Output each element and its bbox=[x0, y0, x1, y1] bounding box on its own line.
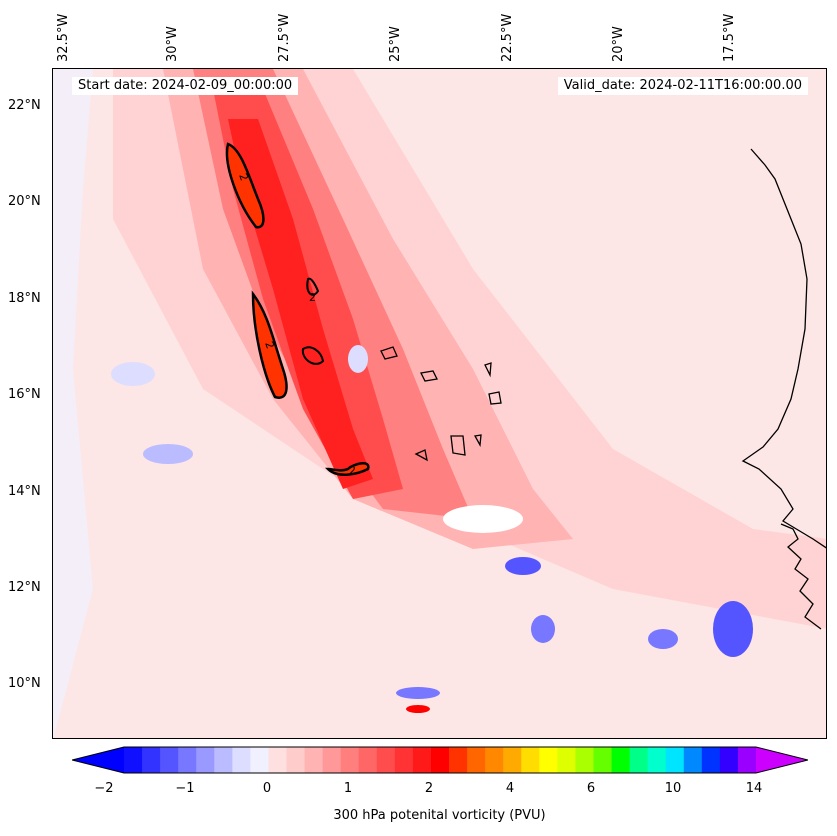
pv-2-contour bbox=[301, 346, 325, 365]
pv-2-contour bbox=[225, 142, 265, 229]
pv-negative-patch bbox=[348, 345, 368, 373]
colorbar-swatch bbox=[250, 747, 269, 773]
colorbar-swatch bbox=[629, 747, 649, 773]
island-outline bbox=[484, 362, 492, 378]
colorbar-swatch bbox=[593, 747, 613, 773]
colorbar-tick-label: −1 bbox=[175, 781, 195, 796]
colorbar-swatch bbox=[376, 747, 396, 773]
colorbar-under-extend bbox=[72, 747, 124, 773]
africa-coastline bbox=[780, 523, 822, 630]
pv-band-peak bbox=[228, 119, 373, 489]
lat-label-10n: 10°N bbox=[8, 676, 41, 691]
pv-negative-patch bbox=[143, 444, 193, 464]
lon-label-27-5w: 27.5°W bbox=[277, 13, 292, 62]
colorbar-swatch bbox=[142, 747, 161, 773]
colorbar-swatch bbox=[611, 747, 631, 773]
lon-label-22-5w: 22.5°W bbox=[500, 13, 515, 62]
pv-2-contour bbox=[306, 277, 320, 296]
pv-negative-patch bbox=[505, 557, 541, 575]
colorbar-outline bbox=[72, 746, 808, 774]
colorbar-over-extend bbox=[756, 747, 808, 773]
colorbar-swatch bbox=[124, 747, 143, 773]
colorbar-swatch bbox=[683, 747, 703, 773]
colorbar-swatch bbox=[196, 747, 215, 773]
colorbar-tick-label: 4 bbox=[505, 781, 515, 796]
colorbar-title: 300 hPa potenital vorticity (PVU) bbox=[333, 808, 546, 823]
colorbar-swatch bbox=[701, 747, 721, 773]
pv-negative-patch bbox=[111, 362, 155, 386]
colorbar-tick-label: 14 bbox=[745, 781, 763, 796]
lon-label-32-5w: 32.5°W bbox=[56, 13, 71, 62]
island-outline bbox=[473, 434, 482, 448]
colorbar-swatch bbox=[340, 747, 360, 773]
colorbar-swatch bbox=[214, 747, 233, 773]
colorbar-tick-label: 1 bbox=[343, 781, 353, 796]
pv-positive-patch bbox=[406, 705, 430, 713]
contour-label: 2 bbox=[309, 291, 316, 304]
pv-contour-map: 2 2 2 2 bbox=[53, 69, 826, 738]
lon-label-17-5w: 17.5°W bbox=[722, 13, 737, 62]
colorbar-tick-label: 0 bbox=[262, 781, 272, 796]
island-outline bbox=[414, 449, 428, 462]
island-outline bbox=[420, 370, 438, 382]
colorbar-swatch bbox=[178, 747, 197, 773]
lon-label-30w: 30°W bbox=[165, 26, 180, 62]
island-outline bbox=[450, 435, 466, 456]
colorbar-swatch bbox=[394, 747, 414, 773]
pv-negative-patch bbox=[443, 505, 523, 533]
pv-low-region-west bbox=[53, 69, 93, 738]
lat-label-20n: 20°N bbox=[8, 194, 41, 209]
colorbar-tick-label: 10 bbox=[664, 781, 682, 796]
colorbar-swatch bbox=[430, 747, 450, 773]
colorbar-swatch bbox=[322, 747, 342, 773]
colorbar-swatch bbox=[286, 747, 306, 773]
colorbar-tick-label: 2 bbox=[424, 781, 434, 796]
colorbar-swatch bbox=[737, 747, 757, 773]
colorbar bbox=[72, 746, 808, 774]
colorbar-swatch bbox=[503, 747, 522, 773]
map-panel: 2 2 2 2 bbox=[52, 68, 827, 739]
colorbar-swatch bbox=[557, 747, 576, 773]
pv-negative-patch bbox=[648, 629, 678, 649]
lon-label-25w: 25°W bbox=[388, 26, 403, 62]
contour-label: 2 bbox=[262, 340, 277, 351]
colorbar-swatch bbox=[485, 747, 504, 773]
lon-label-20w: 20°W bbox=[611, 26, 626, 62]
africa-coastline bbox=[741, 148, 826, 549]
colorbar-swatch bbox=[575, 747, 594, 773]
colorbar-swatch bbox=[647, 747, 667, 773]
island-outline bbox=[488, 391, 502, 405]
colorbar-swatch bbox=[268, 747, 288, 773]
colorbar-swatch bbox=[719, 747, 739, 773]
pv-2-contour bbox=[324, 462, 370, 476]
colorbar-tick-label: −2 bbox=[94, 781, 114, 796]
lat-label-14n: 14°N bbox=[8, 484, 41, 499]
lat-label-16n: 16°N bbox=[8, 387, 41, 402]
pv-2-contour bbox=[251, 290, 288, 399]
colorbar-swatch bbox=[412, 747, 432, 773]
colorbar-swatch bbox=[665, 747, 685, 773]
pv-negative-patch bbox=[713, 601, 753, 657]
contour-label: 2 bbox=[349, 464, 356, 477]
colorbar-tick-label: 6 bbox=[586, 781, 596, 796]
lat-label-22n: 22°N bbox=[8, 98, 41, 113]
colorbar-swatch bbox=[521, 747, 540, 773]
colorbar-swatch bbox=[358, 747, 378, 773]
colorbar-swatch bbox=[304, 747, 324, 773]
colorbar-swatch bbox=[467, 747, 486, 773]
lat-label-12n: 12°N bbox=[8, 580, 41, 595]
colorbar-swatch bbox=[232, 747, 251, 773]
colorbar-swatch bbox=[160, 747, 179, 773]
valid-date-label: Valid_date: 2024-02-11T16:00:00.00 bbox=[557, 77, 808, 95]
lat-label-18n: 18°N bbox=[8, 291, 41, 306]
island-outline bbox=[380, 346, 398, 360]
contour-label: 2 bbox=[236, 172, 251, 183]
colorbar-swatch bbox=[449, 747, 468, 773]
colorbar-swatch bbox=[539, 747, 558, 773]
pv-negative-patch bbox=[531, 615, 555, 643]
start-date-label: Start date: 2024-02-09_00:00:00 bbox=[72, 77, 299, 95]
pv-negative-patch bbox=[396, 687, 440, 699]
